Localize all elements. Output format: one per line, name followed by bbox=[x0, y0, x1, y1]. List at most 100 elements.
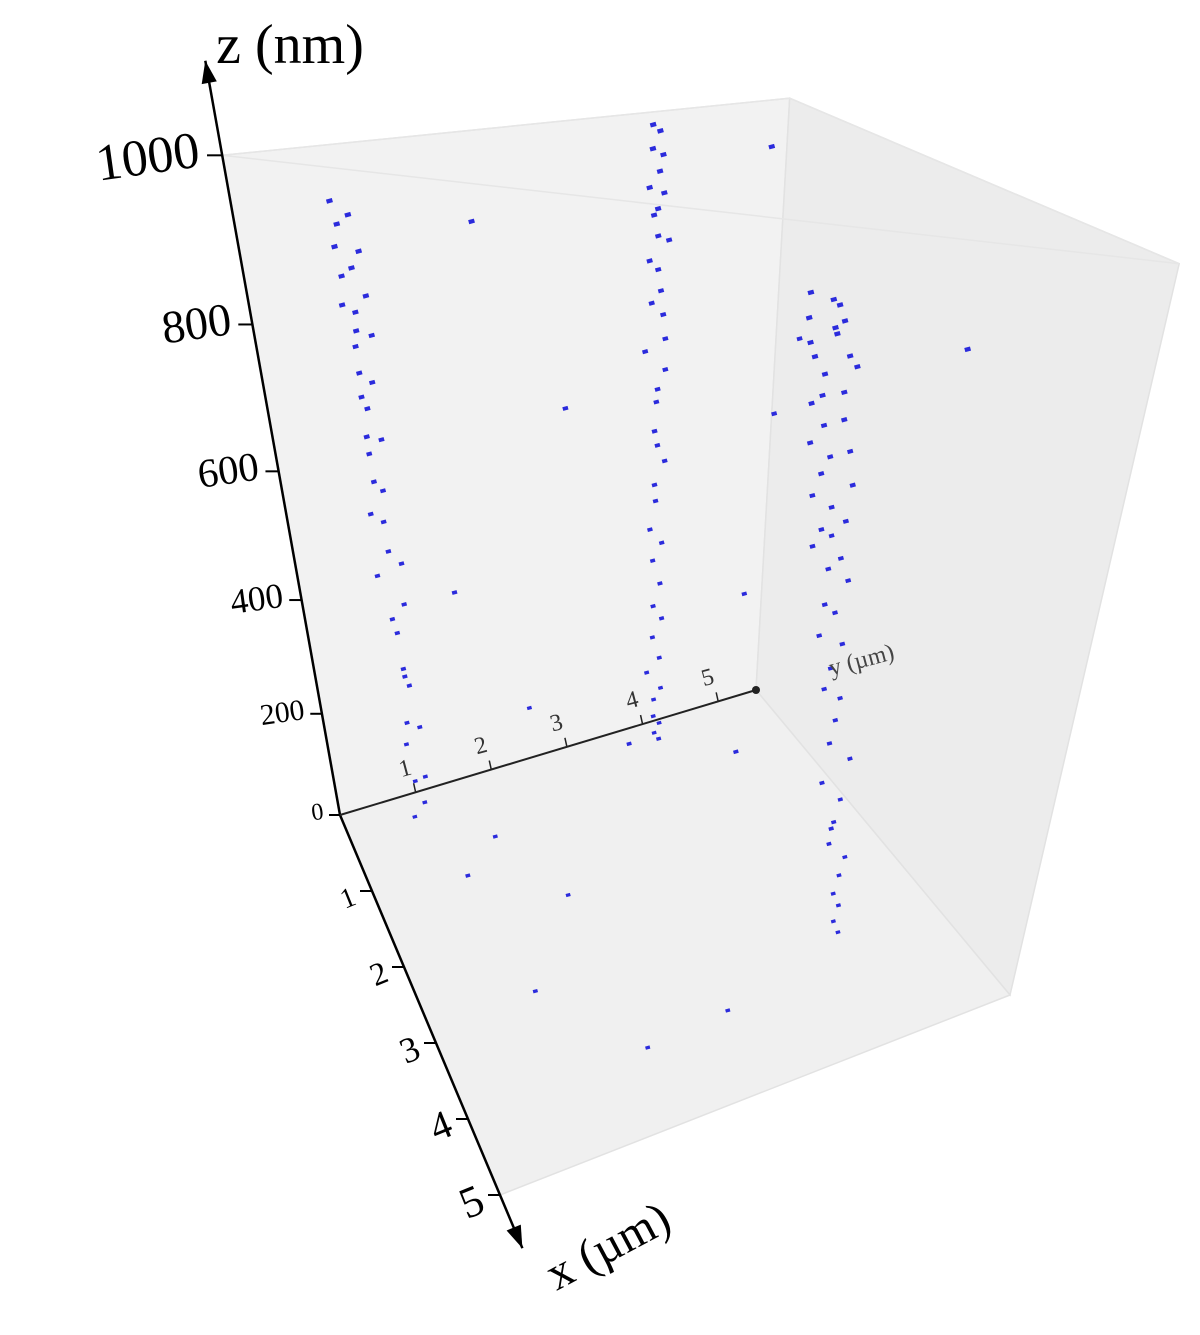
point bbox=[451, 590, 458, 595]
point bbox=[626, 741, 632, 747]
point bbox=[526, 705, 533, 711]
point bbox=[841, 318, 849, 324]
point bbox=[806, 440, 814, 446]
point bbox=[846, 448, 854, 455]
point bbox=[658, 540, 665, 546]
point bbox=[468, 218, 475, 225]
point bbox=[358, 394, 365, 400]
point bbox=[832, 324, 839, 331]
point bbox=[661, 458, 668, 464]
point bbox=[417, 724, 423, 730]
point bbox=[768, 143, 776, 150]
point bbox=[562, 405, 569, 411]
point bbox=[406, 683, 413, 688]
point bbox=[355, 370, 363, 376]
point bbox=[828, 826, 834, 831]
x-axis-title: x (µm) bbox=[537, 1191, 679, 1300]
point bbox=[817, 471, 825, 477]
point bbox=[646, 258, 653, 264]
point bbox=[662, 366, 669, 373]
point bbox=[333, 221, 341, 227]
x-tick-label: 4 bbox=[423, 1101, 458, 1150]
point bbox=[819, 392, 826, 399]
point bbox=[846, 353, 854, 359]
point bbox=[465, 873, 471, 878]
point bbox=[651, 482, 658, 488]
point bbox=[830, 891, 836, 896]
y-tick bbox=[412, 783, 417, 793]
point bbox=[818, 526, 825, 533]
point bbox=[532, 988, 539, 994]
point bbox=[650, 713, 656, 719]
point bbox=[854, 364, 861, 370]
point bbox=[394, 630, 401, 636]
point bbox=[807, 339, 814, 346]
y-tick bbox=[715, 692, 719, 702]
point bbox=[826, 454, 834, 460]
point bbox=[835, 903, 842, 908]
point bbox=[656, 127, 664, 134]
point bbox=[401, 602, 408, 607]
point bbox=[805, 314, 813, 321]
point bbox=[646, 184, 654, 191]
point bbox=[363, 434, 370, 440]
point bbox=[845, 578, 852, 584]
point bbox=[412, 814, 418, 819]
point bbox=[733, 749, 739, 755]
point bbox=[368, 332, 376, 339]
y-tick bbox=[639, 714, 644, 725]
point bbox=[642, 349, 649, 355]
point bbox=[658, 616, 665, 621]
point bbox=[565, 892, 571, 898]
point bbox=[662, 336, 669, 342]
point bbox=[660, 311, 667, 318]
point bbox=[374, 573, 381, 579]
point bbox=[643, 670, 650, 675]
points bbox=[325, 121, 972, 1050]
point bbox=[830, 819, 837, 825]
point bbox=[398, 561, 405, 567]
point bbox=[648, 300, 655, 306]
x-tick-label: 3 bbox=[394, 1028, 426, 1072]
x-tick-label: 2 bbox=[364, 954, 392, 993]
point bbox=[828, 504, 835, 510]
point bbox=[821, 686, 828, 692]
y-tick bbox=[488, 760, 493, 770]
point bbox=[840, 417, 848, 423]
z-tick-label: 200 bbox=[258, 694, 306, 732]
point bbox=[825, 566, 832, 572]
point bbox=[832, 717, 839, 723]
point bbox=[654, 266, 662, 273]
y-tick bbox=[564, 737, 568, 747]
point bbox=[389, 616, 396, 622]
x-axis-arrow bbox=[506, 1224, 523, 1249]
point bbox=[827, 665, 834, 671]
point bbox=[819, 780, 825, 786]
point bbox=[811, 353, 819, 360]
point bbox=[368, 379, 376, 386]
point bbox=[654, 205, 662, 212]
point bbox=[367, 511, 374, 517]
point bbox=[828, 533, 835, 539]
point bbox=[649, 145, 657, 152]
point bbox=[836, 873, 842, 878]
x-axis-line bbox=[338, 814, 524, 1249]
point bbox=[837, 555, 844, 561]
point bbox=[379, 488, 387, 494]
point bbox=[847, 756, 853, 762]
x-tick-label: 5 bbox=[452, 1175, 491, 1229]
point bbox=[422, 800, 428, 805]
point bbox=[821, 371, 829, 377]
point bbox=[325, 197, 333, 204]
z-tick-label: 800 bbox=[159, 294, 235, 354]
point bbox=[657, 581, 663, 586]
point bbox=[344, 211, 352, 218]
point bbox=[808, 400, 815, 407]
point bbox=[807, 289, 815, 296]
point bbox=[840, 389, 848, 396]
point bbox=[355, 248, 363, 255]
point bbox=[816, 633, 823, 639]
z-tick-label: 400 bbox=[228, 576, 286, 622]
x-tick-label: 1 bbox=[336, 881, 361, 915]
